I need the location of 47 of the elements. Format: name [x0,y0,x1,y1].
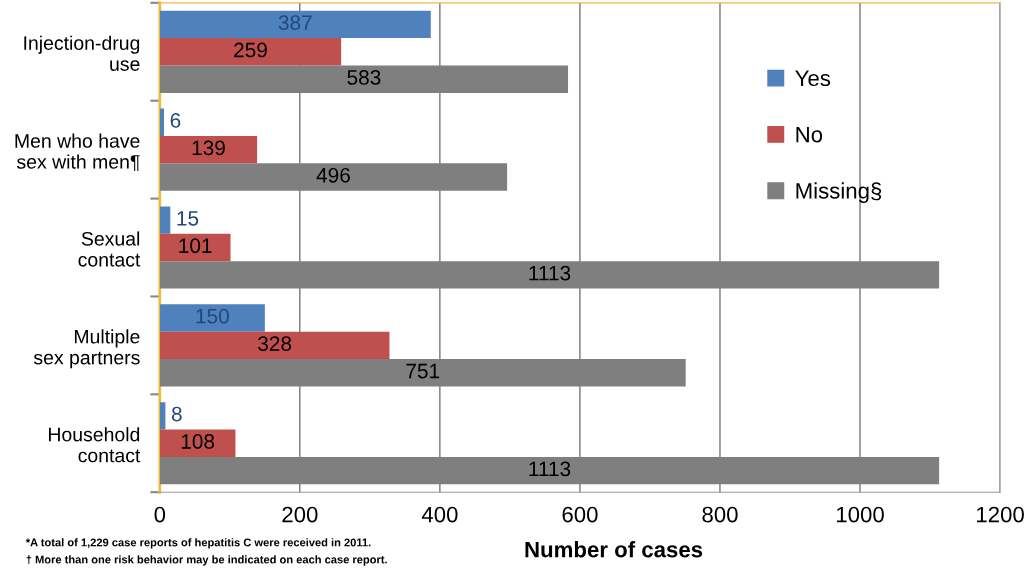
bar [159,402,166,430]
data-label: 1113 [529,461,571,477]
x-tick-label: 0 [154,506,166,523]
bar [159,233,231,262]
bar [159,10,431,39]
bar [159,38,342,66]
x-tick-label: 600 [562,506,598,523]
y-tick-label: Injection-drug use [24,35,140,71]
data-label: 101 [179,238,212,254]
y-tick-label: Sexual contact [78,231,141,267]
bar [159,331,390,360]
y-tick-label: Multiple sex partners [33,329,140,369]
text: *A total of 1,229 case reports of hepatitis C were received in 2011. [25,538,371,549]
bar [159,65,569,93]
data-label: 108 [181,434,215,449]
data-label: 751 [406,363,440,379]
data-label: 8 [171,406,182,422]
bar [159,359,686,387]
x-tick-label: 1000 [837,506,884,523]
data-label: 328 [258,336,292,351]
text: † More than one risk behavior may be indicated on each case report. [26,555,387,566]
y-tick-label: Men who have sex with men¶ [15,133,140,172]
bar [159,261,940,289]
data-label: 150 [196,308,229,324]
x-tick-label: 400 [421,506,458,523]
data-label: 15 [177,211,199,226]
data-label: 583 [347,70,381,85]
legend-label: Yes [795,70,831,87]
data-label: 1113 [529,265,571,281]
data-label: 139 [192,140,225,156]
legend-label: Missing§ [796,182,882,204]
y-tick-label: Household contact [48,427,141,463]
x-tick-label: 1200 [977,506,1024,523]
bar [159,135,258,164]
data-label: 387 [278,15,312,30]
bar [159,456,940,485]
legend-label: No [796,126,823,143]
data-label: 6 [170,113,181,128]
data-label: 496 [316,167,350,183]
x-tick-label: 200 [282,506,318,523]
bar [159,108,165,136]
x-axis-title: Number of cases [525,541,703,558]
bar [159,304,265,332]
bar [159,163,508,191]
data-label: 259 [234,42,267,58]
x-tick-label: 800 [702,506,738,523]
bar [159,206,171,234]
